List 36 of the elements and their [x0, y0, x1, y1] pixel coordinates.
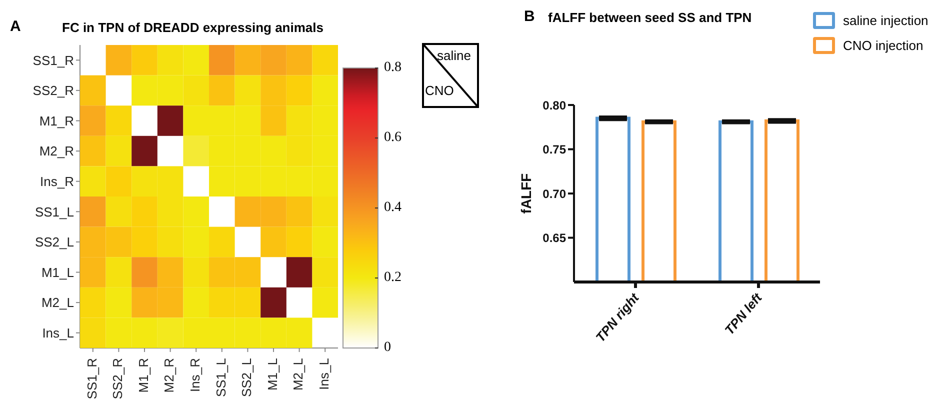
- y-tick-label: SS2_R: [32, 83, 74, 98]
- y-tick-label: SS1_L: [34, 204, 74, 220]
- x-tick-label: SS1_R: [84, 358, 100, 400]
- y-tick-label: SS2_L: [34, 234, 74, 250]
- text: A: [10, 18, 21, 35]
- x-tick-label: SS1_L: [213, 358, 228, 398]
- text: saline: [437, 48, 471, 63]
- text: CNO: [425, 83, 454, 98]
- x-tick-label: Ins_R: [188, 358, 203, 392]
- y-axis-title: fALFF: [518, 172, 534, 214]
- y-tick-label: 0.65: [542, 231, 566, 246]
- y-tick-label: SS1_R: [32, 52, 74, 68]
- color-bar-label: 0.4: [384, 200, 402, 216]
- y-tick-label: 0.80: [542, 98, 566, 112]
- legend-label: saline injection: [843, 13, 928, 28]
- x-tick-label: Ins_L: [316, 358, 332, 390]
- y-tick-label: 0.75: [542, 142, 566, 157]
- color-bar-label: 0.8: [384, 60, 402, 76]
- x-tick-label: M2_L: [290, 358, 306, 391]
- color-bar-label: 0.2: [384, 270, 402, 286]
- y-tick-label: M1_R: [39, 113, 74, 128]
- chart-title: fALFF between seed SS and TPN: [548, 10, 752, 25]
- color-bar-label: 0.6: [384, 130, 402, 146]
- y-tick-label: 0.70: [542, 186, 566, 201]
- y-tick-label: M1_L: [41, 264, 74, 280]
- chart-title: FC in TPN of DREADD expressing animals: [62, 20, 324, 35]
- x-tick-label: M1_R: [136, 358, 151, 393]
- x-tick-label: SS2_R: [110, 358, 126, 400]
- x-tick-label: M1_L: [264, 358, 280, 391]
- y-tick-label: Ins_R: [40, 174, 74, 189]
- text: B: [524, 8, 535, 25]
- x-tick-label: M2_R: [162, 358, 177, 393]
- color-bar-label: 0: [384, 340, 391, 356]
- legend-label: CNO injection: [843, 38, 924, 53]
- y-tick-label: M2_R: [39, 144, 74, 159]
- x-tick-label: SS2_L: [239, 358, 254, 398]
